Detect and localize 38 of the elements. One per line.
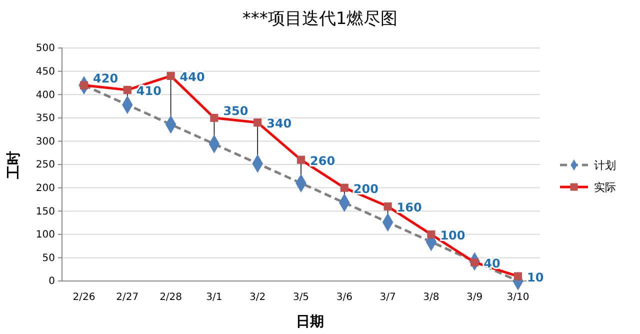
y-tick-label: 150 (36, 206, 55, 218)
y-tick-label: 450 (36, 66, 55, 78)
data-label: 340 (266, 116, 292, 131)
y-tick-label: 500 (36, 43, 55, 54)
data-label: 410 (136, 84, 162, 98)
data-label: 200 (353, 182, 378, 196)
x-tick-label: 3/1 (206, 292, 222, 304)
y-tick-label: 250 (36, 160, 55, 171)
x-axis-title: 日期 (296, 314, 324, 330)
data-label: 420 (93, 71, 118, 86)
chart-title: ***项目迭代1燃尽图 (242, 9, 398, 29)
y-tick-label: 0 (48, 276, 55, 288)
y-tick-label: 350 (36, 113, 55, 124)
x-tick-label: 2/27 (116, 292, 139, 304)
x-tick-label: 3/8 (423, 292, 440, 304)
data-label: 40 (484, 256, 500, 270)
data-label: 10 (527, 270, 544, 284)
y-tick-label: 300 (36, 136, 55, 148)
x-tick-label: 2/26 (72, 292, 96, 304)
y-tick-label: 400 (36, 90, 55, 101)
x-tick-label: 3/2 (250, 292, 266, 304)
data-label: 100 (440, 228, 466, 242)
y-tick-label: 50 (42, 252, 55, 264)
data-label: 440 (180, 70, 205, 84)
y-axis-title: 工时 (6, 151, 22, 180)
data-label: 160 (396, 200, 422, 214)
legend-label: 实际 (594, 181, 616, 194)
y-tick-label: 100 (36, 230, 55, 241)
data-label: 350 (223, 104, 248, 118)
x-tick-label: 3/7 (380, 292, 396, 304)
x-tick-label: 2/28 (160, 292, 182, 304)
x-tick-label: 3/9 (466, 292, 483, 304)
x-tick-label: 3/10 (506, 292, 530, 304)
data-label: 260 (310, 154, 336, 168)
legend-label: 计划 (594, 159, 616, 172)
y-tick-label: 200 (36, 183, 55, 194)
x-tick-label: 3/6 (336, 292, 352, 304)
x-tick-label: 3/5 (292, 292, 310, 304)
